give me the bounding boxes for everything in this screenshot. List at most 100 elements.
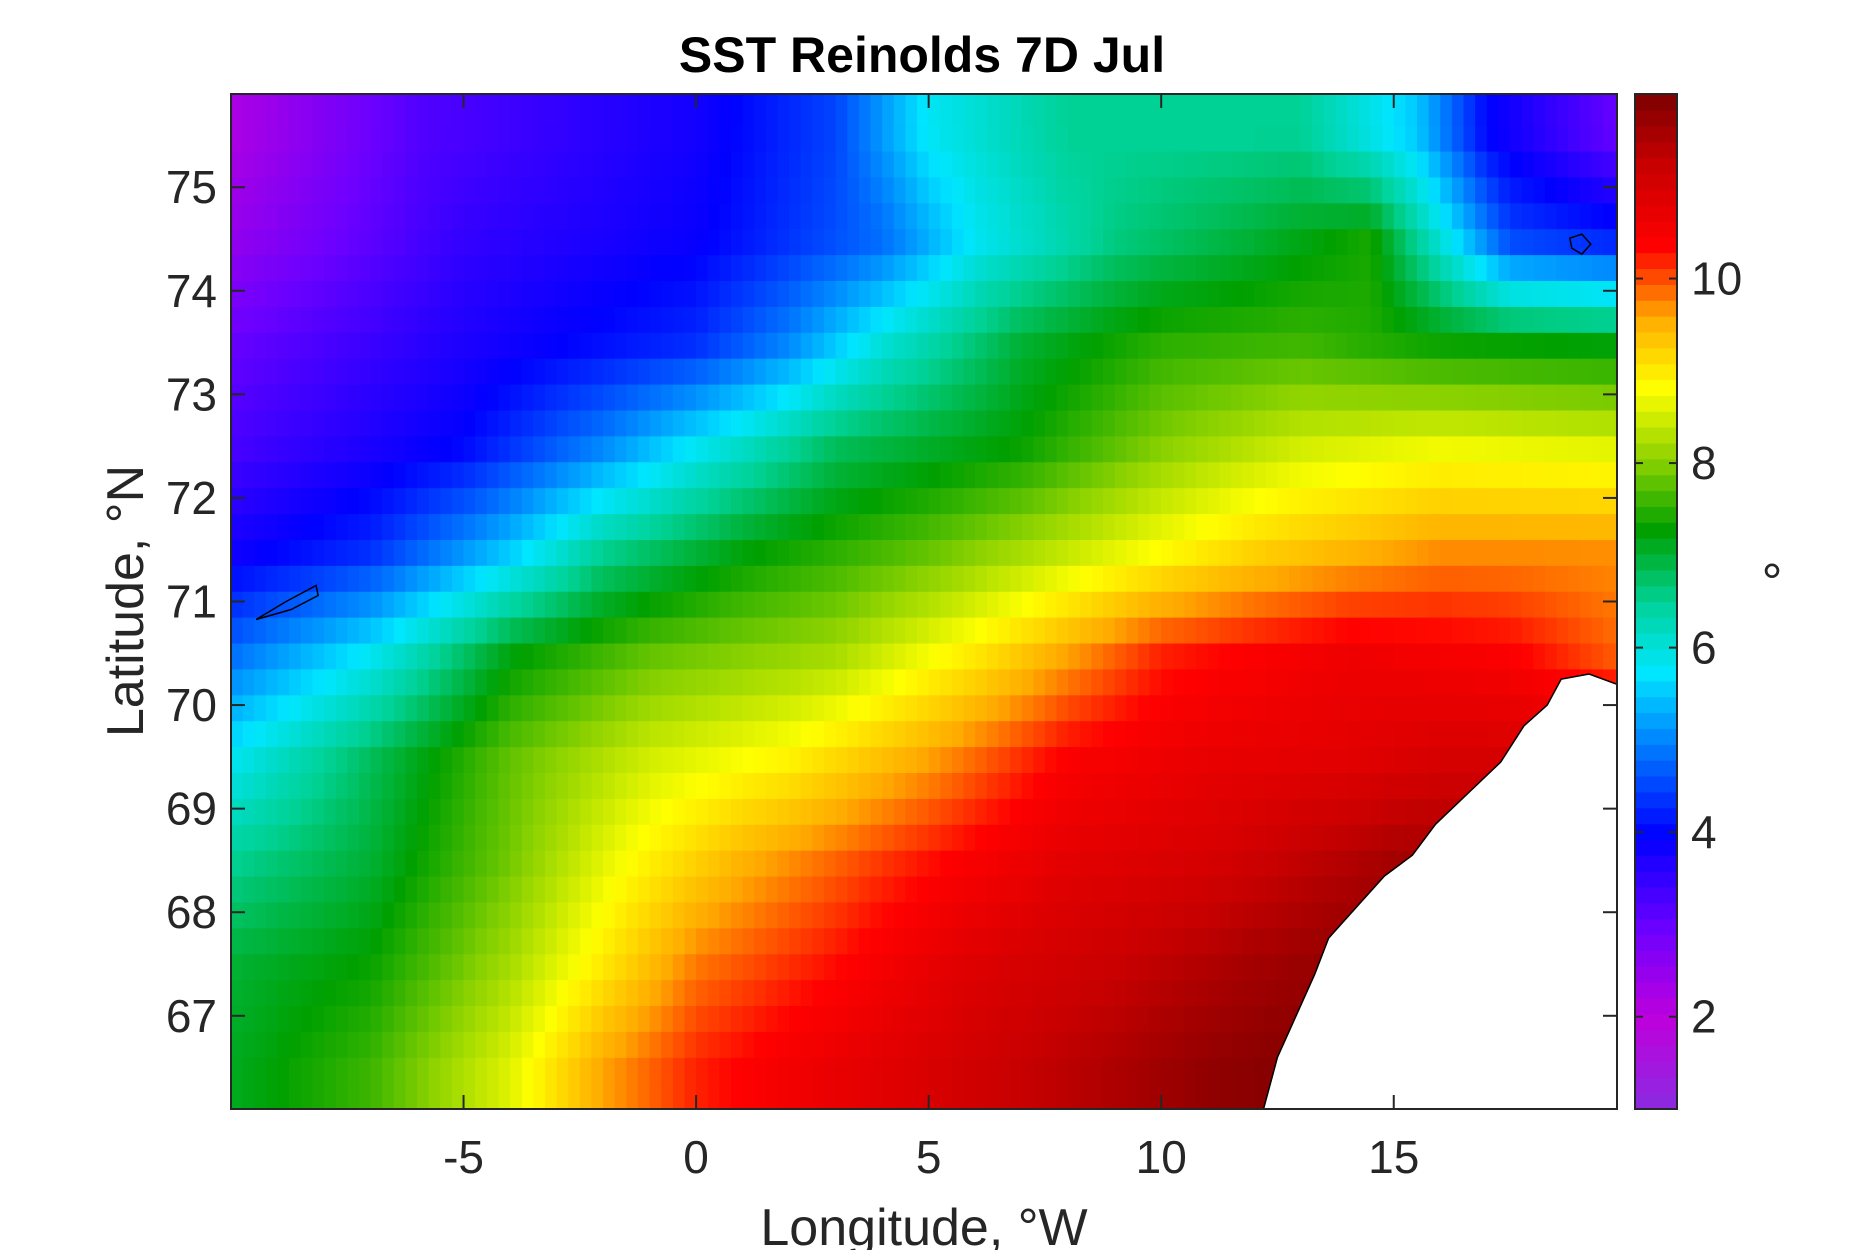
sst-cell [1591,409,1604,437]
sst-cell [986,901,1000,929]
sst-cell [1591,332,1604,359]
sst-cell [1486,409,1499,437]
sst-cell [893,901,906,929]
sst-cell [440,720,453,748]
sst-cell [1428,461,1441,489]
sst-cell [1137,94,1151,100]
sst-cell [847,746,860,773]
sst-cell [1172,824,1186,851]
sst-cell [324,1005,337,1032]
sst-cell [882,539,895,566]
sst-cell [579,409,593,437]
sst-cell [1533,461,1546,489]
sst-cell [1033,1005,1046,1032]
sst-cell [893,306,906,333]
sst-cell [637,125,651,152]
sst-cell [847,487,860,515]
sst-cell [789,409,802,437]
sst-cell [370,332,383,359]
sst-cell [1230,254,1244,282]
sst-cell [1010,228,1023,256]
sst-cell [358,565,372,592]
sst-cell [393,384,407,411]
sst-cell [777,202,790,230]
sst-cell [312,409,325,437]
sst-cell [382,176,395,204]
sst-cell [1219,332,1232,359]
sst-cell [986,1083,1000,1109]
sst-cell [1114,513,1127,540]
sst-cell [382,202,395,230]
sst-cell [440,617,453,644]
sst-cell [1149,901,1162,929]
sst-cell [730,1005,744,1032]
sst-cell [1265,617,1279,644]
sst-cell [1044,513,1058,540]
sst-cell [498,668,511,696]
sst-cell [1149,461,1162,489]
sst-cell [1417,746,1430,773]
sst-cell [335,850,348,877]
sst-cell [1451,461,1465,489]
sst-cell [719,487,732,515]
sst-cell [1137,384,1151,411]
sst-cell [231,1057,244,1084]
sst-cell [1033,694,1046,722]
sst-cell [847,617,860,644]
colorbar-segment [1635,934,1677,952]
sst-cell [1196,772,1209,799]
sst-cell [1428,539,1441,566]
sst-cell [533,901,546,929]
sst-cell [1126,358,1139,385]
sst-cell [335,150,348,178]
sst-cell [986,539,1000,566]
sst-cell [1114,668,1127,696]
sst-cell [1114,332,1127,359]
sst-cell [940,384,953,411]
sst-cell [231,746,244,773]
sst-cell [521,1083,534,1109]
sst-cell [1033,901,1046,929]
sst-cell [300,461,313,489]
sst-cell [1219,228,1232,256]
sst-cell [1254,953,1267,981]
sst-cell [672,306,686,333]
sst-cell [1126,254,1139,282]
sst-cell [1161,979,1174,1007]
sst-cell [428,150,441,178]
sst-cell [498,901,511,929]
sst-cell [719,746,732,773]
sst-cell [242,850,255,877]
sst-cell [614,150,627,178]
sst-cell [975,927,988,955]
sst-cell [1044,99,1058,126]
sst-cell [451,591,465,618]
sst-cell [1591,176,1604,204]
sst-cell [265,746,279,773]
sst-cell [1405,720,1418,748]
sst-cell [940,332,953,359]
sst-cell [626,927,639,955]
sst-cell [451,1031,465,1058]
sst-cell [614,850,627,877]
sst-cell [1033,176,1046,204]
sst-cell [1347,461,1360,489]
sst-cell [1289,306,1302,333]
sst-cell [917,409,930,437]
sst-cell [568,150,581,178]
sst-cell [1312,332,1325,359]
sst-cell [649,487,662,515]
sst-cell [568,875,581,903]
sst-cell [1010,409,1023,437]
sst-cell [1207,746,1220,773]
sst-cell [1172,772,1186,799]
sst-cell [742,306,755,333]
sst-cell [370,384,383,411]
sst-cell [475,461,488,489]
sst-cell [591,254,604,282]
sst-cell [812,798,825,825]
sst-cell [1219,953,1232,981]
sst-cell [1091,99,1104,126]
sst-cell [672,94,686,100]
sst-cell [300,875,313,903]
